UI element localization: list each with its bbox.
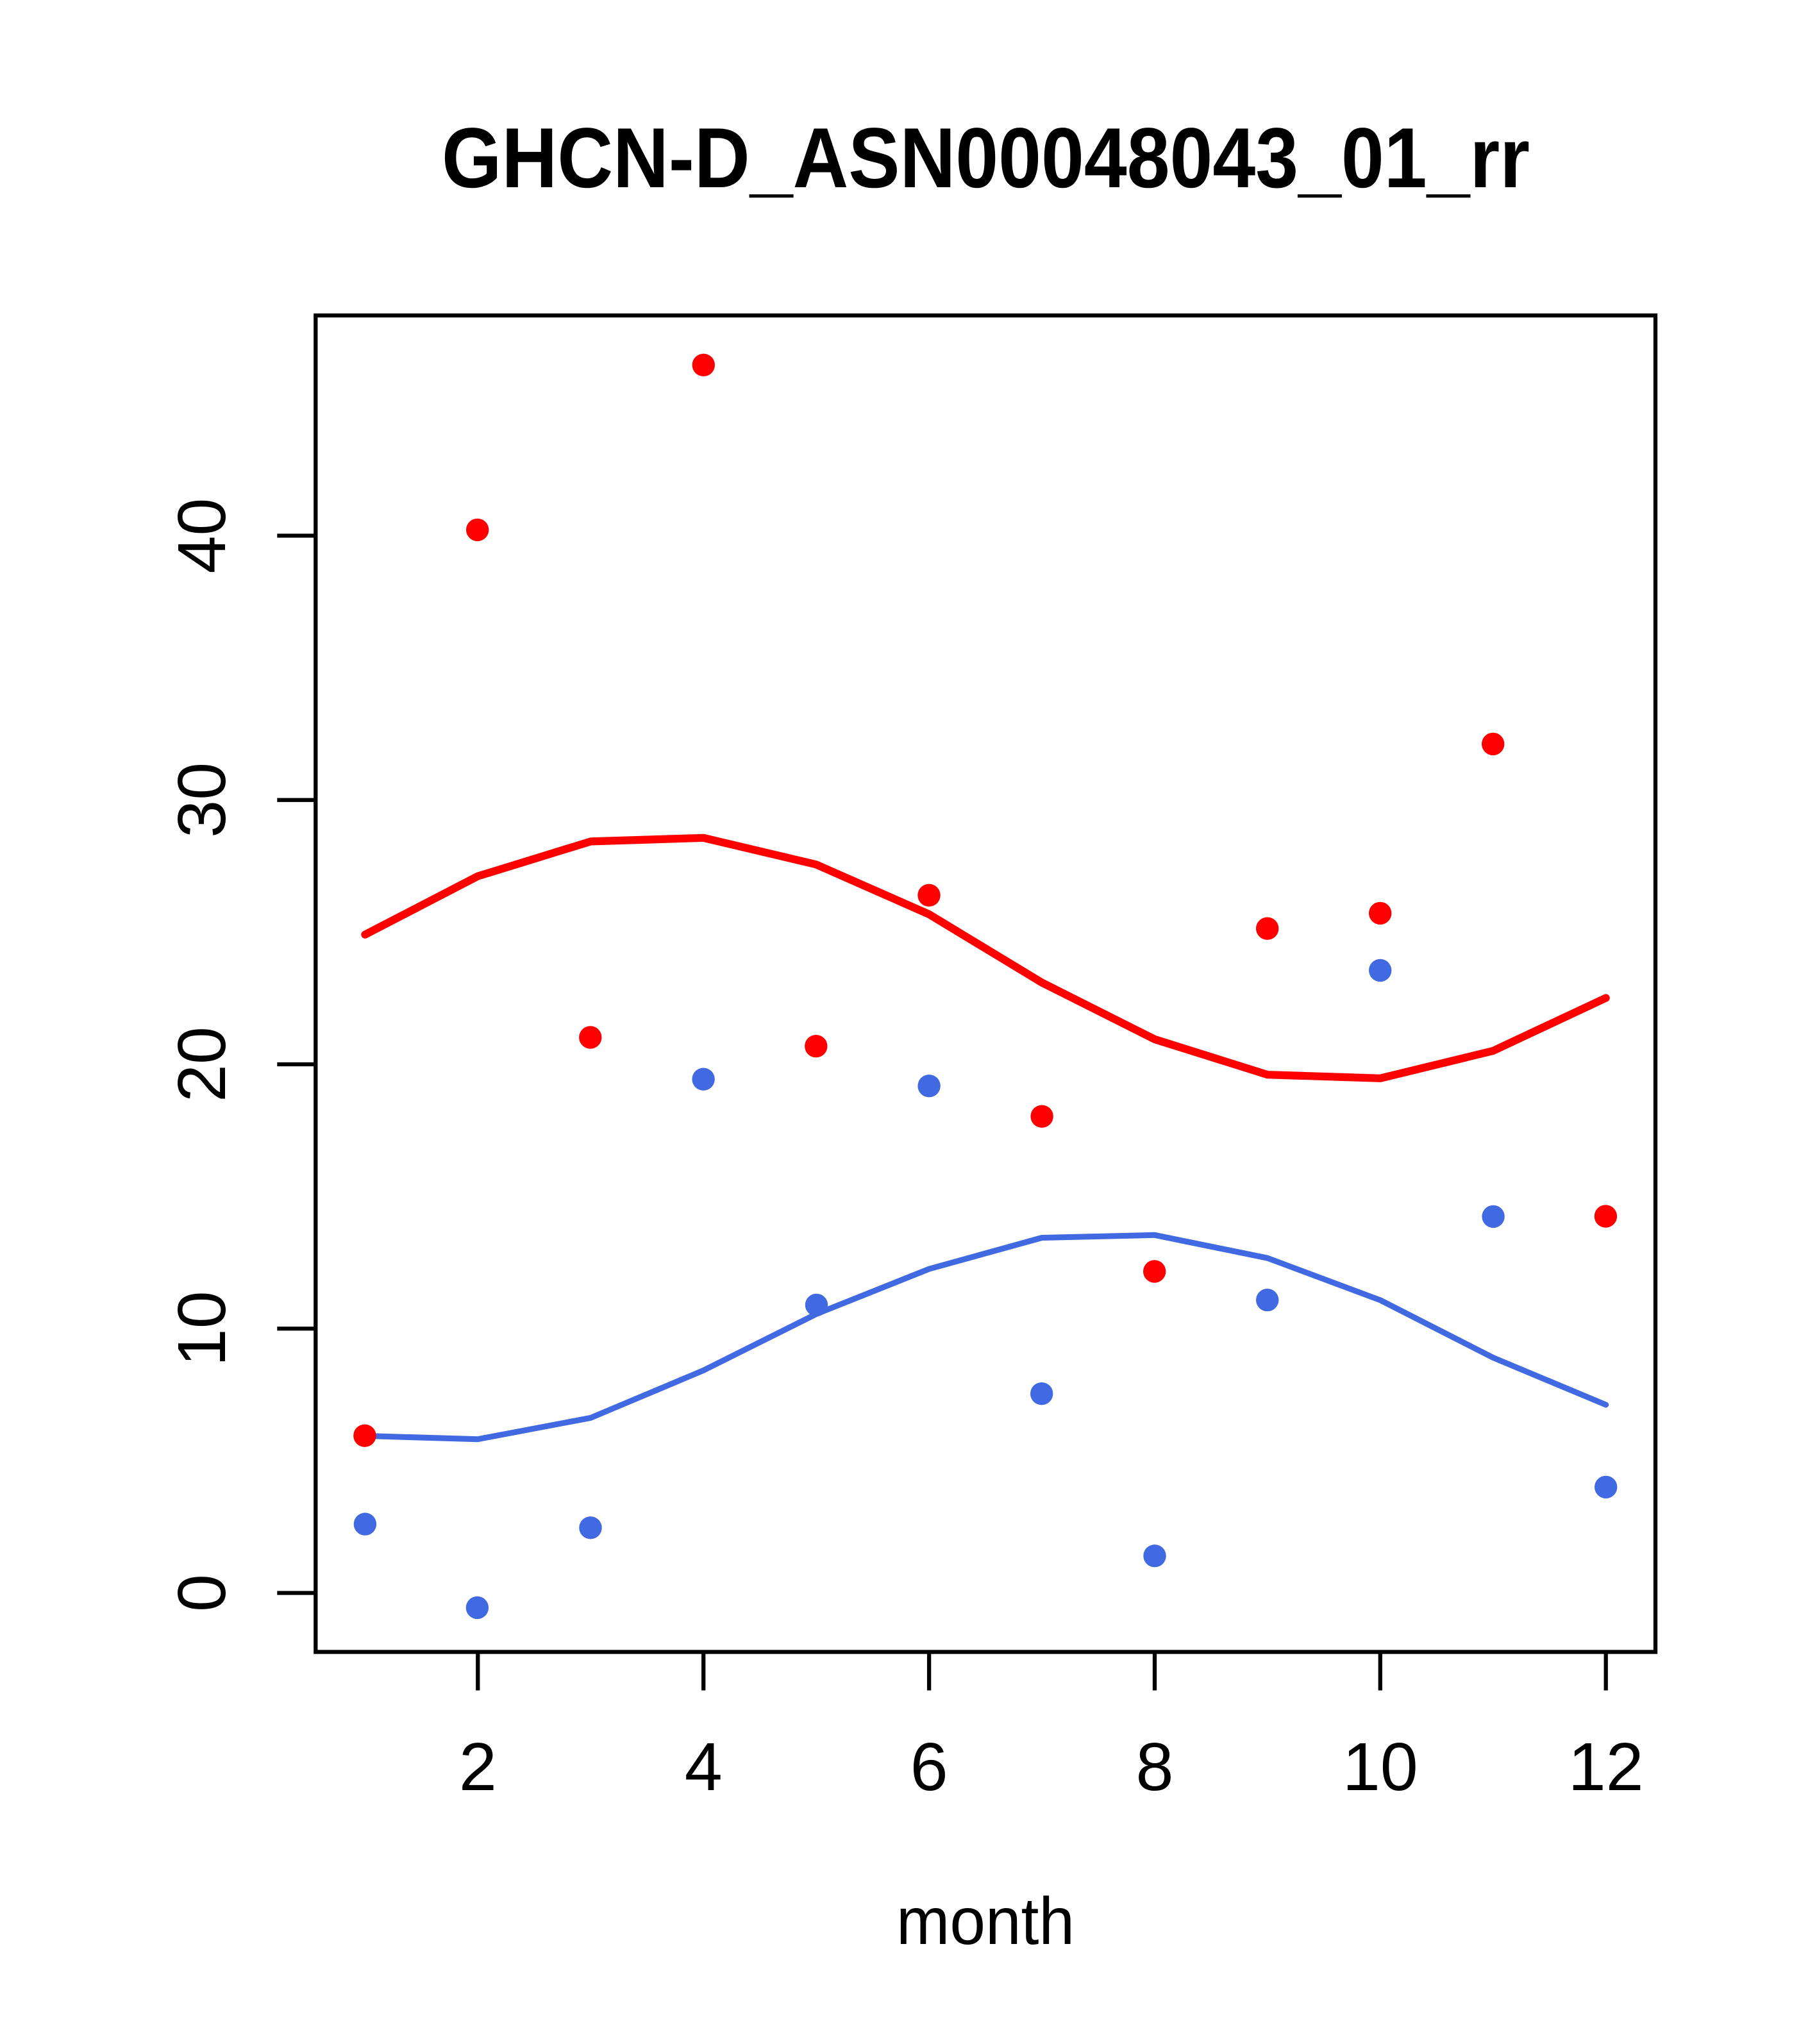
svg-text:20: 20	[164, 1026, 240, 1102]
svg-text:2: 2	[459, 1729, 497, 1805]
svg-text:8: 8	[1136, 1729, 1174, 1805]
svg-text:30: 30	[164, 762, 240, 838]
svg-text:0: 0	[164, 1574, 240, 1612]
svg-text:40: 40	[164, 498, 240, 574]
svg-text:10: 10	[164, 1291, 240, 1366]
svg-text:12: 12	[1568, 1729, 1644, 1805]
svg-text:6: 6	[910, 1729, 948, 1805]
svg-text:month: month	[896, 1884, 1075, 1959]
svg-text:4: 4	[685, 1729, 723, 1805]
svg-text:GHCN-D_ASN00048043_01_rr: GHCN-D_ASN00048043_01_rr	[442, 111, 1530, 206]
svg-text:10: 10	[1343, 1729, 1418, 1805]
